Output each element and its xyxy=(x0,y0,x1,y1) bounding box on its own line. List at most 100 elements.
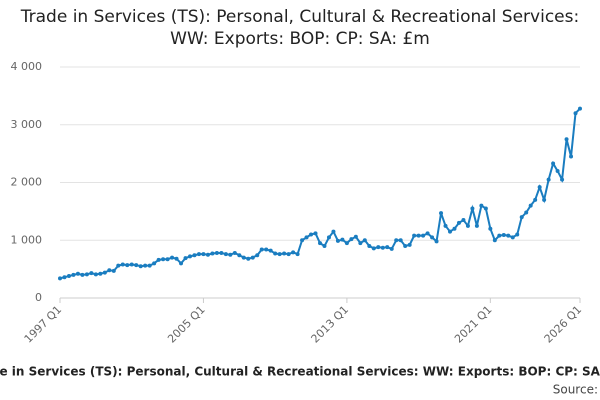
point xyxy=(398,238,403,243)
point xyxy=(569,154,574,159)
point xyxy=(344,241,349,246)
point xyxy=(519,215,524,220)
point xyxy=(533,197,538,202)
point xyxy=(537,185,542,190)
point xyxy=(452,226,457,231)
point xyxy=(416,233,421,238)
point xyxy=(268,248,273,253)
point xyxy=(564,137,569,142)
point xyxy=(98,271,103,276)
point xyxy=(349,237,354,242)
point xyxy=(188,254,192,259)
point xyxy=(129,262,134,267)
point xyxy=(376,245,381,250)
point xyxy=(223,252,228,257)
point xyxy=(291,250,296,255)
point xyxy=(439,211,444,216)
point xyxy=(138,264,143,269)
point xyxy=(394,238,399,243)
point xyxy=(322,244,327,249)
point xyxy=(152,261,157,266)
point xyxy=(578,106,582,111)
point xyxy=(84,272,89,277)
point xyxy=(331,229,336,234)
chart-title: Trade in Services (TS): Personal, Cultur… xyxy=(20,7,580,49)
point xyxy=(501,233,506,238)
point xyxy=(456,220,461,225)
point xyxy=(192,253,197,258)
point xyxy=(116,263,121,268)
point xyxy=(134,263,139,268)
point xyxy=(237,253,242,258)
point xyxy=(353,234,358,239)
point xyxy=(483,206,488,211)
point xyxy=(179,261,184,266)
point xyxy=(474,223,479,228)
point xyxy=(214,250,219,255)
point xyxy=(492,238,497,243)
y-tick-label: 3 000 xyxy=(11,118,43,131)
point xyxy=(228,252,233,257)
y-tick-label: 1 000 xyxy=(11,233,43,246)
point xyxy=(335,238,340,243)
x-tick-label: 2005 Q1 xyxy=(165,303,208,346)
point xyxy=(326,235,331,240)
point xyxy=(210,251,215,256)
point xyxy=(174,256,179,261)
x-tick-label: 2026 Q1 xyxy=(542,303,585,346)
point xyxy=(371,246,376,251)
point xyxy=(470,206,475,211)
point xyxy=(120,262,125,267)
point xyxy=(389,246,394,251)
point xyxy=(309,232,314,237)
point xyxy=(403,244,408,249)
point xyxy=(430,235,435,240)
point xyxy=(524,210,529,215)
point xyxy=(340,237,345,242)
point xyxy=(282,251,287,256)
point xyxy=(497,233,502,238)
point xyxy=(264,247,269,252)
point xyxy=(546,177,551,182)
y-tick-label: 0 xyxy=(35,291,42,304)
point xyxy=(201,252,206,257)
point xyxy=(111,268,116,273)
point xyxy=(147,263,152,268)
point xyxy=(205,252,210,257)
point xyxy=(506,233,511,238)
point xyxy=(407,242,412,247)
point xyxy=(93,272,98,277)
point xyxy=(165,257,170,262)
line xyxy=(59,107,581,280)
point xyxy=(300,238,305,243)
point xyxy=(161,257,166,262)
point xyxy=(358,241,363,246)
point xyxy=(66,274,71,279)
point xyxy=(143,263,148,268)
point xyxy=(515,232,520,237)
point xyxy=(259,247,264,252)
point xyxy=(448,229,452,234)
point xyxy=(232,250,237,255)
source: Source: xyxy=(553,383,598,397)
point xyxy=(75,271,80,276)
point xyxy=(573,111,578,116)
point xyxy=(542,197,547,202)
point xyxy=(277,252,282,257)
point xyxy=(125,263,130,268)
point xyxy=(313,231,318,236)
point xyxy=(58,276,62,281)
point xyxy=(156,257,161,262)
x-tick-label: 1997 Q1 xyxy=(22,303,65,346)
point xyxy=(362,238,367,243)
point xyxy=(560,177,565,182)
point xyxy=(367,244,372,249)
point xyxy=(255,253,260,258)
y-tick-label: 2 000 xyxy=(11,176,43,189)
point xyxy=(461,218,466,223)
point xyxy=(380,245,385,250)
point xyxy=(465,223,470,228)
point xyxy=(421,233,426,238)
point xyxy=(273,251,278,256)
